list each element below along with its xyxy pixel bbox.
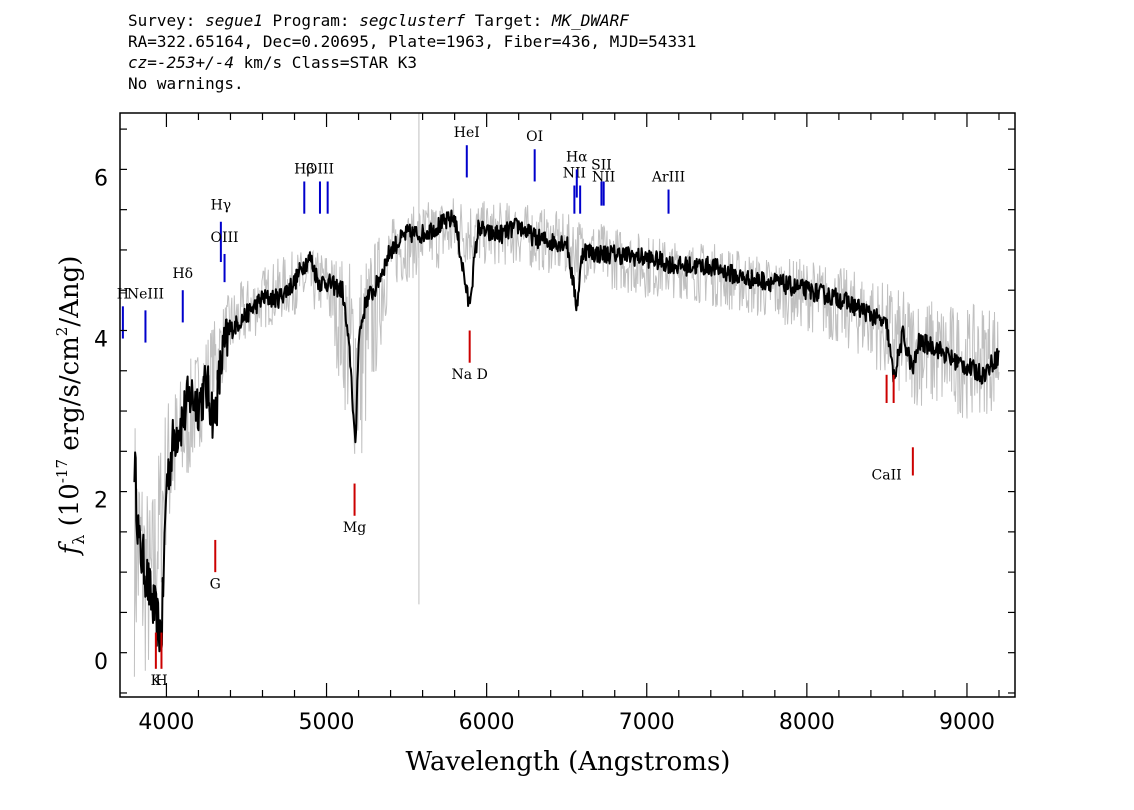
emission-line-label: Hα	[566, 149, 588, 165]
emission-line-label: OIII	[306, 161, 334, 177]
survey-value: segue1	[205, 11, 263, 30]
x-tick-label: 5000	[299, 710, 355, 735]
absorption-line-label: G	[210, 576, 221, 592]
flux-layer	[133, 209, 1000, 653]
absorption-line-label: K	[151, 673, 162, 689]
target-label: Target:	[465, 11, 552, 30]
x-tick-label: 9000	[939, 710, 995, 735]
axis-ticks: 4000 5000 6000 7000 8000 9000 0 2 4 6	[94, 113, 1015, 735]
svg-text:fλ (10-17 erg/s/cm2/Ang): fλ (10-17 erg/s/cm2/Ang)	[53, 256, 88, 557]
emission-line-label: NII	[563, 165, 586, 181]
program-value: segclusterf	[359, 11, 466, 30]
cz-value: -253+/-4	[156, 53, 234, 72]
header-line-coordinates: RA=322.65164, Dec=0.20695, Plate=1963, F…	[128, 32, 697, 51]
x-tick-label: 4000	[138, 710, 194, 735]
y-tick-label: 6	[94, 166, 108, 191]
absorption-line-label: Mg	[343, 520, 366, 536]
survey-label: Survey:	[128, 11, 206, 30]
emission-line-label: SII	[591, 157, 612, 173]
y-tick-label: 0	[94, 650, 108, 675]
spectrum-header: Survey: segue1 Program: segclusterf Targ…	[128, 10, 696, 94]
program-label: Program:	[262, 11, 360, 30]
y-tick-label: 2	[94, 489, 108, 514]
header-line-redshift: cz=-253+/-4 km/s Class=STAR K3	[128, 52, 696, 73]
noise-series-line	[133, 198, 1000, 677]
emission-line-label: Hβ	[294, 161, 314, 177]
absorption-line-label: Na D	[452, 367, 488, 383]
emission-line-label: HeI	[454, 125, 480, 141]
noise-layer	[133, 198, 1000, 677]
header-line-warnings: No warnings.	[128, 74, 244, 93]
emission-line-label: Hγ	[211, 198, 232, 214]
absorption-line-label: CaII	[872, 468, 902, 484]
emission-line-label: NII	[592, 169, 615, 185]
emission-line-label: ArIII	[651, 169, 685, 185]
absorption-line-label: H	[155, 673, 167, 689]
emission-line-label: Hδ	[172, 266, 193, 282]
flux-series-line	[133, 209, 1000, 653]
x-tick-label: 8000	[779, 710, 835, 735]
plot-frame	[119, 112, 1016, 698]
header-line-survey: Survey: segue1 Program: segclusterf Targ…	[128, 10, 696, 31]
emission-line-label: OI	[526, 129, 543, 145]
cz-rest: km/s Class=STAR K3	[233, 53, 417, 72]
y-axis-title: fλ (10-17 erg/s/cm2/Ang)	[53, 256, 88, 557]
x-tick-label: 7000	[619, 710, 675, 735]
y-tick-label: 4	[94, 328, 108, 353]
target-value: MK_DWARF	[551, 11, 629, 30]
x-tick-label: 6000	[459, 710, 515, 735]
emission-line-label: NeIII	[127, 286, 164, 302]
x-axis-title: Wavelength (Angstroms)	[406, 747, 731, 777]
cz-label: cz=	[128, 53, 157, 72]
emission-line-label: OIII	[211, 230, 239, 246]
